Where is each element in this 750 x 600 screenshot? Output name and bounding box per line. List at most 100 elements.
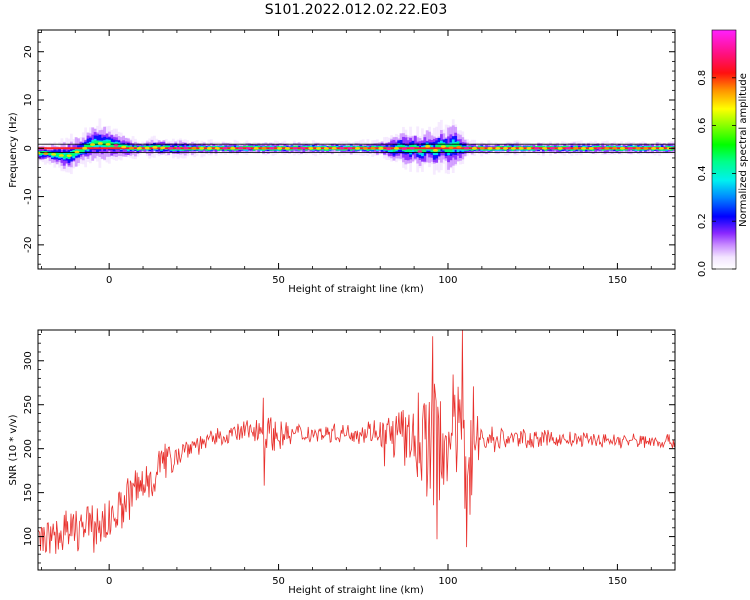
- spectrogram-peak-cell: [448, 146, 454, 149]
- spectrogram-peak-cell: [105, 142, 111, 146]
- spectrogram-cell: [62, 154, 66, 159]
- spectrogram-peak-cell: [144, 146, 150, 150]
- spectrogram-peak-cell: [206, 146, 212, 150]
- spectrogram-peak-cell: [66, 154, 72, 157]
- spectrogram-peak-cell: [658, 146, 664, 150]
- spectrogram-cell: [119, 145, 123, 149]
- spectrogram-peak-cell: [152, 146, 158, 149]
- spectrogram-peak-cell: [292, 146, 298, 150]
- spectrogram-peak-cell: [588, 146, 594, 150]
- spectrogram-peak-cell: [269, 146, 275, 150]
- spectrogram-peak-cell: [121, 145, 127, 149]
- y-tick-label: 200: [23, 439, 34, 458]
- x-tick-label: 100: [438, 275, 457, 286]
- spectrogram-cell: [39, 151, 42, 155]
- spectrogram-cell: [451, 143, 455, 149]
- spectrogram-peak-cell: [401, 147, 407, 151]
- spectrogram-peak-cell: [534, 146, 540, 150]
- spectrogram-peak-cell: [347, 146, 353, 150]
- y-tick-label: 20: [23, 45, 34, 58]
- spectrogram-peak-cell: [440, 145, 446, 148]
- colorbar-gradient: [712, 30, 736, 269]
- colorbar-frame: [711, 29, 737, 270]
- spectrogram-cell: [430, 147, 434, 152]
- spectrogram-cell: [79, 149, 83, 153]
- spectrogram-peak-cell: [331, 146, 337, 150]
- spectrogram-cell: [88, 143, 92, 148]
- spectrogram-panel: 0 50 100 150 -20 -10 0 10 20 Height of straight…: [8, 29, 676, 295]
- spectrogram-peak-cell: [38, 151, 41, 155]
- spectrogram-peak-cell: [82, 146, 88, 150]
- spectrogram-peak-cell: [487, 146, 493, 150]
- spectrogram-peak-cell: [651, 146, 657, 150]
- spectrogram-frame: [37, 29, 676, 270]
- spectrogram-peak-cell: [627, 146, 633, 150]
- spectrogram-peak-cell: [471, 146, 477, 150]
- spectrogram-peak-cell: [393, 146, 399, 150]
- colorbar-tick-label: 0.8: [697, 70, 708, 86]
- spectrogram-peak-cell: [518, 146, 524, 150]
- spectrogram-peak-cell: [300, 146, 306, 150]
- spectrogram-y-axis-label: Frequency (Hz): [8, 112, 19, 188]
- x-tick-label: 150: [608, 275, 627, 286]
- y-tick-label: 0: [23, 145, 34, 151]
- spectrogram-cell: [164, 145, 168, 149]
- spectrogram-peak-cell: [238, 146, 244, 150]
- spectrogram-peak-cell: [136, 146, 142, 150]
- spectrogram-x-axis-label: Height of straight line (km): [288, 284, 424, 295]
- snr-series-line: [38, 330, 675, 554]
- spectrogram-peak-cell: [183, 146, 189, 150]
- spectrogram-peak-cell: [542, 146, 548, 150]
- spectrogram-peak-cell: [316, 146, 322, 150]
- spectrogram-cell: [70, 152, 73, 157]
- spectrogram-cell: [157, 145, 161, 149]
- spectrogram-peak-cell: [199, 146, 205, 150]
- spectrogram-peak-cell: [245, 146, 251, 150]
- x-tick-label: 50: [272, 576, 285, 587]
- spectrogram-peak-cell: [43, 152, 49, 155]
- spectrogram-cell: [456, 142, 460, 150]
- spectrogram-cell: [86, 144, 90, 149]
- spectrogram-cell: [423, 146, 427, 152]
- y-tick-label: 300: [23, 351, 34, 370]
- figure-title: S101.2022.012.02.22.E03: [265, 2, 448, 18]
- spectrogram-peak-cell: [277, 146, 283, 150]
- snr-x-axis-label: Height of straight line (km): [288, 585, 424, 596]
- spectrogram-peak-cell: [253, 146, 259, 150]
- spectrogram-cell: [103, 141, 107, 147]
- spectrogram-cell: [55, 151, 59, 157]
- spectrogram-cell: [96, 140, 99, 145]
- x-tick-label: 0: [106, 576, 112, 587]
- y-tick-label: 10: [23, 94, 34, 107]
- spectrogram-peak-cell: [565, 146, 571, 150]
- colorbar-label: Normalized spectral amplitude: [738, 73, 749, 227]
- spectrogram-image: [38, 118, 675, 175]
- x-tick-label: 150: [608, 576, 627, 587]
- spectrogram-peak-cell: [612, 146, 618, 150]
- spectrogram-peak-cell: [222, 146, 228, 150]
- spectrogram-cell: [81, 147, 85, 152]
- spectrogram-peak-cell: [90, 143, 96, 146]
- spectrogram-peak-cell: [74, 150, 80, 154]
- y-tick-label: 150: [23, 483, 34, 502]
- spectrogram-peak-cell: [355, 146, 361, 150]
- colorbar: 0.0 0.2 0.4 0.6 0.8 Normalized spectral ampl…: [697, 29, 749, 277]
- spectrogram-peak-cell: [51, 153, 57, 156]
- spectrogram-cell: [110, 142, 114, 148]
- spectrogram-peak-cell: [191, 146, 197, 150]
- x-tick-label: 100: [438, 576, 457, 587]
- spectrogram-peak-cell: [596, 146, 602, 150]
- spectrogram-peak-cell: [97, 142, 103, 145]
- spectrogram-peak-cell: [510, 146, 516, 150]
- spectrogram-cell: [72, 150, 76, 157]
- spectrogram-peak-cell: [604, 146, 610, 150]
- colorbar-tick-label: 0.2: [697, 213, 708, 229]
- spectrogram-peak-cell: [129, 146, 135, 150]
- spectrogram-peak-cell: [479, 146, 485, 150]
- y-tick-label: -20: [23, 237, 34, 253]
- spectrogram-cell: [93, 140, 97, 146]
- spectrogram-cell: [65, 153, 69, 158]
- spectrogram-peak-cell: [581, 146, 587, 150]
- spectrogram-peak-cell: [409, 146, 415, 150]
- spectrogram-peak-cell: [549, 146, 555, 150]
